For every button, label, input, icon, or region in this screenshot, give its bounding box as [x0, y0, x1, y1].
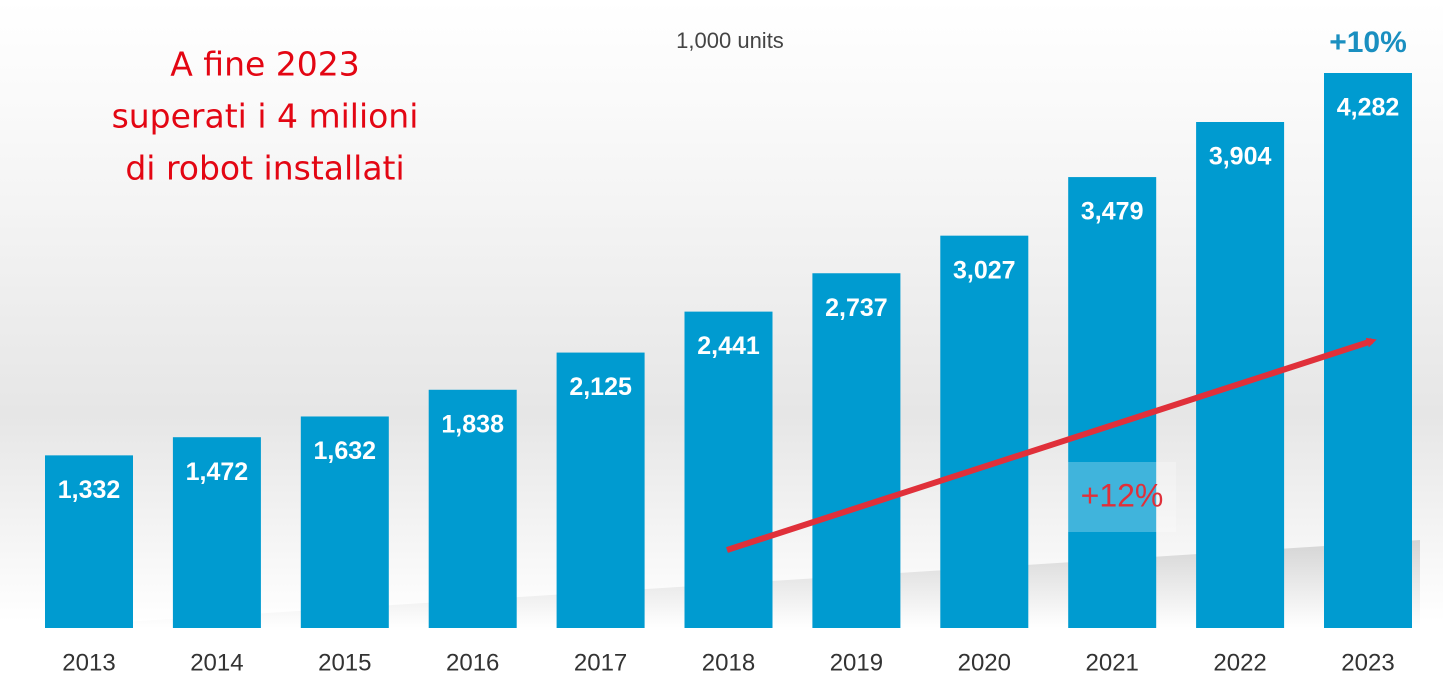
x-tick-label: 2017	[574, 649, 627, 676]
x-tick-label: 2020	[958, 649, 1011, 676]
callout-line: superati i 4 milioni	[112, 97, 419, 136]
subtitle: 1,000 units	[676, 28, 784, 53]
bar	[684, 311, 773, 628]
x-tick-label: 2016	[446, 649, 499, 676]
trend-arrow	[726, 337, 1377, 553]
bar	[812, 273, 901, 628]
value-label: 1,838	[441, 410, 504, 438]
bar	[428, 389, 517, 628]
bar	[172, 437, 261, 628]
change-label: +10%	[1329, 26, 1407, 59]
bar	[1068, 177, 1157, 628]
x-tick-label: 2019	[830, 649, 883, 676]
x-tick-label: 2015	[318, 649, 371, 676]
x-tick-label: 2014	[190, 649, 243, 676]
bar	[940, 235, 1029, 629]
bar	[300, 416, 389, 628]
x-tick-label: 2021	[1086, 649, 1139, 676]
cagr-label: +12%	[1081, 477, 1164, 513]
value-label: 1,332	[58, 476, 121, 504]
x-tick-label: 2018	[702, 649, 755, 676]
value-label: 4,282	[1337, 94, 1400, 122]
value-label: 3,027	[953, 256, 1016, 284]
value-label: 2,125	[569, 373, 632, 401]
bar	[45, 455, 133, 628]
value-label: 2,737	[825, 294, 888, 322]
x-tick-label: 2022	[1213, 649, 1266, 676]
x-tick-label: 2013	[62, 649, 115, 676]
value-label: 3,479	[1081, 198, 1144, 226]
x-tick-label: 2023	[1341, 649, 1394, 676]
cagr-box	[1068, 462, 1176, 532]
callout: A fine 2023 superati i 4 milioni di robot …	[112, 45, 419, 188]
value-label: 1,472	[186, 458, 249, 486]
bars: 1,332 1,472 1,632 1,838 2,125 2,441 2,737 3,027…	[45, 73, 1412, 629]
callout-line: A fine 2023	[170, 45, 360, 84]
value-label: 3,904	[1209, 143, 1272, 171]
value-label: 2,441	[697, 332, 760, 360]
callout-line: di robot installati	[125, 149, 404, 188]
value-label: 1,632	[314, 437, 377, 465]
bar	[556, 352, 645, 628]
